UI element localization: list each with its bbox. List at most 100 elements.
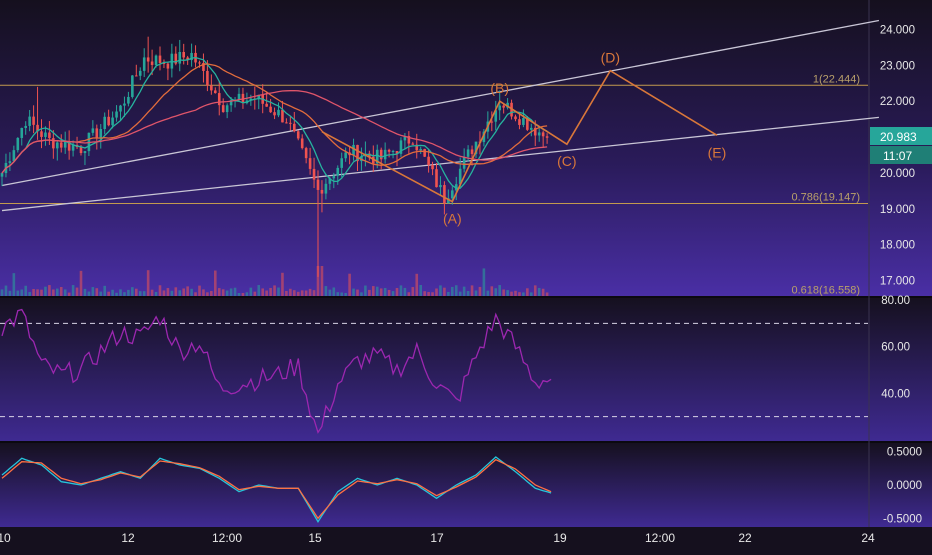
trendline[interactable]	[1, 116, 879, 212]
volume-bar	[482, 268, 486, 296]
candle-body	[316, 179, 320, 190]
moving-average-line	[1, 63, 548, 174]
volume-bar	[530, 292, 533, 296]
volume-bar	[435, 288, 438, 296]
candle-body	[522, 118, 525, 125]
volume-bar	[119, 289, 122, 296]
price-badge[interactable]: 20.983 11:07	[870, 127, 932, 164]
volume-bar	[344, 292, 347, 296]
volume-bar	[415, 273, 419, 296]
volume-bar	[190, 288, 193, 296]
candle-body	[514, 116, 517, 120]
candle-body	[225, 105, 229, 113]
volume-bar	[490, 286, 494, 296]
volume-bar	[454, 285, 458, 296]
time-axis-tick: 12	[121, 531, 135, 545]
wave-label: (C)	[557, 153, 576, 169]
candle-body	[138, 70, 142, 76]
candle-body	[63, 141, 67, 148]
volume-bar	[198, 285, 201, 296]
volume-bar	[95, 288, 99, 296]
candle-body	[462, 156, 466, 169]
volume-bar	[146, 270, 150, 296]
price-axis-tick: 22.000	[880, 96, 915, 108]
volume-bar	[304, 290, 308, 296]
price-axis-tick: 24.000	[880, 25, 915, 37]
volume-bar	[348, 273, 351, 296]
volume-bar	[67, 292, 71, 296]
time-axis-tick: 22	[738, 531, 752, 545]
price-axis-tick: 17.000	[880, 275, 915, 287]
candle-body	[332, 175, 336, 179]
volume-bar	[75, 287, 79, 296]
volume-bar	[324, 286, 328, 296]
rsi-axis-tick: 40.00	[881, 388, 910, 400]
volume-bar	[383, 287, 387, 296]
candle-body	[344, 152, 347, 159]
volume-bar	[99, 291, 103, 296]
candle-body	[206, 70, 209, 86]
candle-body	[375, 149, 379, 164]
volume-bar	[182, 288, 185, 296]
volume-bar	[158, 285, 162, 296]
volume-bar	[229, 288, 233, 296]
candle-body	[237, 93, 241, 100]
price-panel-bg	[0, 0, 932, 297]
volume-bar	[368, 289, 371, 296]
volume-bar	[506, 290, 509, 296]
volume-bar	[462, 286, 466, 296]
volume-bar	[261, 288, 264, 296]
candle-body	[518, 119, 521, 125]
volume-bar	[510, 291, 513, 296]
x-axis-bg	[0, 527, 932, 550]
volume-bar	[451, 286, 454, 296]
trendline[interactable]	[1, 19, 880, 187]
candle-body	[146, 57, 150, 62]
candle-body	[12, 150, 16, 162]
volume-bar	[20, 289, 24, 296]
wave-pattern-line[interactable]	[321, 69, 718, 203]
candle-body	[454, 184, 458, 191]
candle-body	[71, 145, 75, 151]
candle-body	[265, 103, 268, 107]
candle-body	[107, 116, 110, 126]
volume-bar	[127, 289, 130, 296]
stochastic-axis-tick: 0.5000	[887, 447, 922, 459]
candle-body	[91, 128, 95, 133]
candle-body	[431, 164, 434, 170]
candle-body	[0, 173, 4, 177]
volume-bar	[202, 289, 205, 296]
volume-bar	[541, 288, 545, 296]
candle-body	[36, 124, 39, 132]
candle-body	[249, 98, 253, 101]
candle-body	[127, 96, 130, 104]
volume-bar	[364, 285, 367, 296]
rsi-line	[1, 308, 552, 434]
candle-body	[537, 132, 541, 136]
candle-body	[83, 151, 87, 154]
stochastic-axis-tick: 0.0000	[887, 480, 922, 492]
candle-body	[20, 127, 24, 138]
rsi-axis-tick: 80.00	[881, 295, 910, 307]
volume-bar	[494, 288, 498, 296]
volume-bar	[447, 291, 450, 296]
candle-body	[217, 93, 221, 106]
candle-body	[506, 102, 509, 108]
volume-bar	[111, 289, 114, 296]
volume-bar	[40, 289, 43, 296]
volume-bar	[225, 290, 229, 296]
fib-level-label: 0.618(16.558)	[792, 284, 861, 296]
volume-bar	[56, 288, 59, 296]
time-axis-tick: 10	[0, 531, 11, 545]
rsi-panel-bg	[0, 297, 932, 442]
volume-bar	[241, 292, 245, 296]
volume-bar	[411, 287, 415, 296]
volume-bar	[91, 287, 95, 296]
candle-body	[391, 150, 395, 152]
volume-bar	[332, 287, 336, 296]
candle-body	[320, 189, 324, 194]
volume-bar	[107, 291, 110, 296]
volume-bar	[166, 288, 170, 296]
